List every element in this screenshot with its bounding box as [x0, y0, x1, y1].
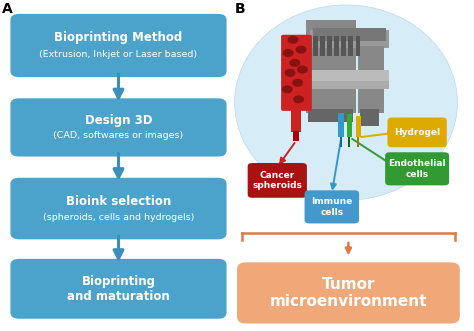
FancyBboxPatch shape: [247, 163, 307, 198]
FancyBboxPatch shape: [387, 118, 447, 147]
Text: Bioprinting
and maturation: Bioprinting and maturation: [67, 275, 170, 303]
FancyBboxPatch shape: [356, 36, 360, 56]
FancyBboxPatch shape: [306, 70, 389, 81]
FancyBboxPatch shape: [10, 14, 227, 77]
FancyBboxPatch shape: [304, 190, 359, 223]
FancyBboxPatch shape: [293, 131, 299, 141]
FancyBboxPatch shape: [327, 36, 332, 56]
FancyBboxPatch shape: [313, 28, 386, 41]
Circle shape: [288, 36, 298, 43]
FancyBboxPatch shape: [320, 36, 325, 56]
FancyBboxPatch shape: [310, 30, 389, 48]
Circle shape: [290, 60, 300, 66]
Text: Bioink selection: Bioink selection: [66, 195, 171, 208]
Text: (CAD, softwares or images): (CAD, softwares or images): [54, 131, 183, 140]
FancyBboxPatch shape: [334, 36, 339, 56]
FancyBboxPatch shape: [10, 259, 227, 319]
FancyBboxPatch shape: [313, 36, 318, 56]
FancyBboxPatch shape: [340, 137, 342, 147]
FancyBboxPatch shape: [385, 152, 449, 185]
Text: Tumor
microenvironment: Tumor microenvironment: [270, 277, 427, 309]
Text: Endothelial
cells: Endothelial cells: [388, 159, 446, 178]
FancyBboxPatch shape: [10, 98, 227, 157]
Text: B: B: [235, 2, 245, 16]
Text: Immune
cells: Immune cells: [311, 197, 353, 216]
FancyBboxPatch shape: [281, 35, 312, 111]
Circle shape: [294, 96, 303, 103]
FancyBboxPatch shape: [341, 36, 346, 56]
Circle shape: [285, 70, 295, 76]
FancyBboxPatch shape: [308, 109, 353, 122]
FancyBboxPatch shape: [306, 78, 389, 89]
FancyBboxPatch shape: [306, 20, 356, 113]
Circle shape: [283, 50, 293, 56]
FancyBboxPatch shape: [338, 113, 344, 137]
FancyBboxPatch shape: [291, 106, 301, 132]
Text: Hydrogel: Hydrogel: [394, 128, 440, 137]
FancyBboxPatch shape: [237, 262, 460, 324]
FancyBboxPatch shape: [348, 36, 353, 56]
Circle shape: [298, 66, 307, 73]
Circle shape: [293, 79, 302, 86]
Text: A: A: [2, 2, 13, 16]
FancyBboxPatch shape: [356, 116, 361, 137]
FancyBboxPatch shape: [357, 137, 359, 147]
Text: Design 3D: Design 3D: [85, 114, 152, 127]
FancyBboxPatch shape: [347, 114, 352, 137]
Circle shape: [283, 86, 292, 93]
Text: (Extrusion, Inkjet or Laser based): (Extrusion, Inkjet or Laser based): [39, 50, 198, 59]
FancyBboxPatch shape: [360, 109, 379, 126]
FancyBboxPatch shape: [348, 137, 350, 147]
Ellipse shape: [235, 5, 457, 200]
Text: (spheroids, cells and hydrogels): (spheroids, cells and hydrogels): [43, 213, 194, 222]
FancyBboxPatch shape: [10, 178, 227, 239]
FancyBboxPatch shape: [358, 46, 384, 113]
Circle shape: [296, 46, 306, 53]
Text: Bioprinting Method: Bioprinting Method: [55, 31, 182, 44]
Text: Cancer
spheroids: Cancer spheroids: [252, 171, 302, 190]
